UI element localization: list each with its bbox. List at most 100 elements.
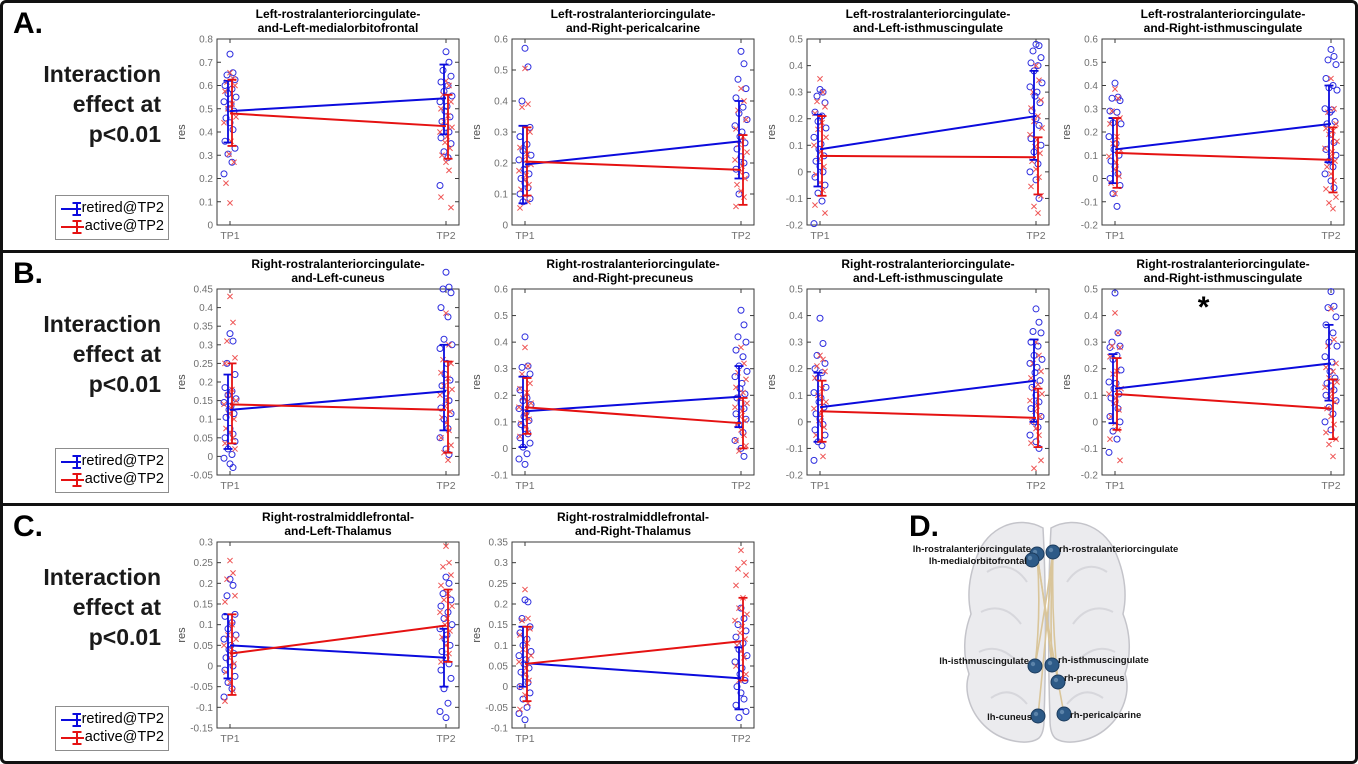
y-tick-label: 0.2 [494,600,508,611]
error-bar-retired@TP2 [223,79,233,144]
error-bar-retired@TP2 [439,343,449,432]
y-tick-label: 0.5 [1084,58,1098,69]
panel-letter-a: A. [13,7,43,40]
y-tick-label: 0.5 [199,104,213,115]
scatter-group-retired@TP2 [1105,289,1125,456]
error-bar-active@TP2 [443,93,453,160]
left-hemisphere [964,521,1047,743]
right-hemisphere [1047,521,1130,743]
y-tick-label: 0.25 [194,359,214,370]
y-tick-label: -0.1 [491,724,509,735]
plot-title-line: and-Left-isthmuscingulate [853,271,1003,285]
y-axis-label: res [176,124,188,140]
sulcus-line [980,607,1022,625]
x-tick-label: TP1 [1105,480,1124,492]
x-tick-label: TP2 [1026,230,1045,242]
x-tick-label: TP2 [731,733,750,745]
mean-line-active@TP2 [229,403,447,411]
axes-box [511,38,755,226]
plot-title-line: and-Left-isthmuscingulate [853,21,1003,35]
y-tick-label: 0.35 [489,538,509,549]
mean-line-retired@TP2 [1114,362,1332,390]
brain-node-highlight [1059,709,1065,715]
y-tick-label: 0.05 [194,433,214,444]
panel-row-a: A. Interaction effect at p<0.01 retired@… [3,3,1355,253]
y-tick-label: 0.4 [1084,81,1098,92]
scatter-group-active@TP2 [221,69,239,206]
axes-box [511,288,755,476]
y-tick-label: 0.3 [789,338,803,349]
x-tick-label: TP1 [515,733,534,745]
brain-node-rh-rostralanteriorcingulate [1045,544,1061,560]
y-tick-label: -0.05 [485,703,508,714]
mean-line-retired@TP2 [229,97,447,113]
y-tick-label: 0.1 [1084,151,1098,162]
x-tick-label: TP2 [731,480,750,492]
legend-label-active: active@TP2 [84,218,164,234]
legend-glyph-retired-icon [61,201,81,216]
panel-row-b: B. Interaction effect at p<0.01 retired@… [3,253,1355,506]
plot-title-line: and-Right-precuneus [573,271,694,285]
legend-glyph-retired-icon [61,712,81,727]
scatter-group-active@TP2 [221,293,239,452]
mean-line-retired@TP2 [819,379,1037,409]
scatter-group-active@TP2 [516,65,534,211]
scatter-group-active@TP2 [516,586,534,713]
y-tick-label: -0.05 [190,471,213,482]
error-bar-active@TP2 [738,397,748,450]
y-tick-label: 0.3 [199,340,213,351]
legend-entry-retired: retired@TP2 [61,453,164,469]
plot-title-line: Right-rostralmiddlefrontal- [557,510,709,524]
y-axis-label: res [1061,374,1073,390]
panel-c-plots: Right-rostralmiddlefrontal-and-Left-Thal… [173,506,1355,761]
brain-node-highlight [1030,661,1036,667]
y-tick-label: 0.15 [194,396,214,407]
chart-c2: Right-rostralmiddlefrontal-and-Right-Tha… [471,510,755,745]
x-tick-label: TP1 [220,230,239,242]
legend-entry-retired: retired@TP2 [61,711,164,727]
legend-entry-active: active@TP2 [61,471,164,487]
brain-node-rh-isthmuscingulate [1044,657,1060,673]
legend-label-retired: retired@TP2 [81,453,164,469]
legend-entry-active: active@TP2 [61,218,164,234]
legend-glyph-retired-icon [61,454,81,469]
y-tick-label: 0 [207,662,213,673]
scatter-group-active@TP2 [437,310,455,464]
panel-a-plots: Left-rostralanteriorcingulate-and-Left-m… [173,3,1355,250]
error-bar-active@TP2 [443,588,453,663]
y-axis-label: res [176,374,188,390]
scatter-group-retired@TP2 [1105,79,1125,210]
y-axis-label: res [766,124,778,140]
y-tick-label: -0.1 [786,194,804,205]
x-tick-label: TP1 [810,480,829,492]
y-tick-label: 0.6 [1084,35,1098,46]
legend-glyph-active-icon [61,472,84,487]
legend-label-active: active@TP2 [84,729,164,745]
y-tick-label: -0.05 [190,682,213,693]
brain-node-label-rh-pericalcarine: rh-pericalcarine [1070,710,1141,721]
x-tick-label: TP1 [810,230,829,242]
chart-a2: Left-rostralanteriorcingulate-and-Right-… [471,7,755,242]
panel-c-leftcol: C. Interaction effect at p<0.01 retired@… [3,506,173,761]
y-tick-label: 0.5 [789,285,803,296]
legend-b: retired@TP2 active@TP2 [55,448,169,493]
axes-box [806,38,1050,226]
y-tick-label: 0.2 [199,378,213,389]
axes-box [1101,38,1345,226]
axes-box [806,288,1050,476]
plot-title-line: Right-rostralanteriorcingulate- [251,257,424,271]
mean-line-retired@TP2 [229,644,447,659]
brain-node-highlight [1048,547,1054,553]
mean-line-active@TP2 [1114,151,1332,161]
y-tick-label: 0.1 [494,641,508,652]
scatter-group-retired@TP2 [731,604,751,722]
mean-line-retired@TP2 [819,115,1037,151]
error-bar-retired@TP2 [1108,353,1118,425]
panel-letter-b: B. [13,257,43,290]
y-tick-label: 0.4 [789,311,803,322]
y-tick-label: 0.25 [194,558,214,569]
y-tick-label: 0.2 [199,174,213,185]
y-tick-label: 0 [207,452,213,463]
plot-rrac-rprecuneus: Right-rostralanteriorcingulate-and-Right… [468,253,763,499]
